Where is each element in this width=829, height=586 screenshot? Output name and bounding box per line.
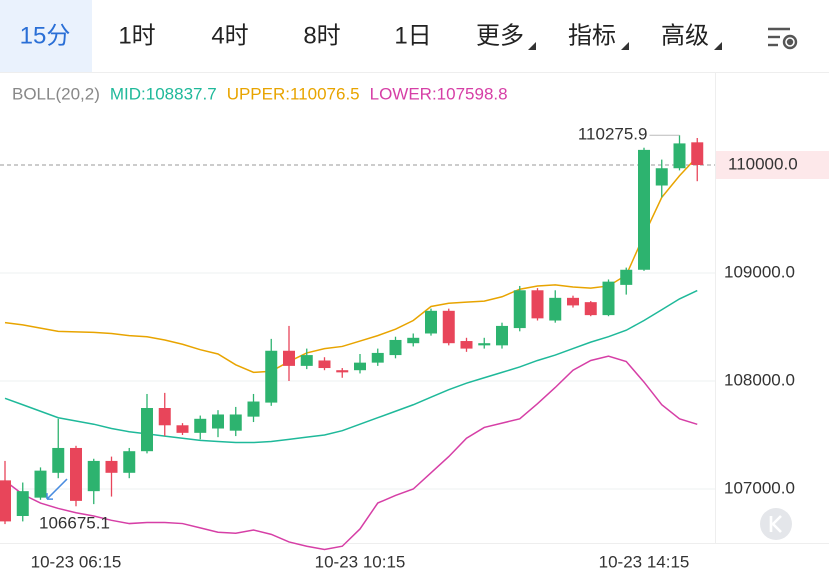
legend-entry: MID:108837.7: [110, 84, 217, 103]
candle-body: [141, 408, 153, 452]
candle-body: [602, 281, 615, 316]
tab[interactable]: 4时: [211, 22, 248, 49]
candle-body: [176, 425, 189, 433]
candle-body: [620, 269, 633, 285]
tab[interactable]: 8时: [303, 22, 340, 49]
candle-body: [638, 149, 650, 270]
candle-body: [212, 414, 224, 429]
candle-body: [158, 408, 171, 426]
candle-body: [655, 168, 668, 186]
candle-body: [52, 447, 65, 473]
candle-body: [442, 310, 455, 344]
y-tick-label: 107000.0: [724, 478, 795, 497]
current-price-label: 110000.0: [728, 154, 798, 173]
legend-entry: LOWER:107598.8: [370, 84, 508, 103]
candle-body: [70, 447, 82, 501]
candle-body: [584, 302, 597, 316]
current-price-bg: [716, 151, 829, 179]
candle-body: [371, 352, 384, 363]
tab[interactable]: 1日: [394, 22, 431, 49]
candle-body: [531, 290, 544, 319]
scroll-button[interactable]: [760, 508, 792, 540]
legend: BOLL(20,2): [12, 84, 100, 103]
candle-body: [567, 297, 579, 306]
tab[interactable]: 高级: [661, 22, 709, 49]
candle-body: [407, 337, 420, 344]
candle-body: [283, 350, 295, 366]
low-pointer: [46, 478, 68, 500]
candle-body: [247, 401, 260, 417]
candle-body: [265, 350, 278, 403]
candle-body: [105, 460, 118, 473]
x-tick-label: 10-23 06:15: [31, 552, 122, 571]
legend-entry: UPPER:110076.5: [227, 84, 360, 103]
candle-body: [0, 480, 11, 522]
tab[interactable]: 1时: [118, 22, 155, 49]
candle-body: [460, 341, 473, 349]
candle-body: [16, 491, 29, 516]
candle-body: [318, 360, 331, 369]
x-tick-label: 10-23 10:15: [315, 552, 406, 571]
candle-body: [354, 362, 366, 371]
y-tick-label: 108000.0: [724, 370, 795, 389]
settings-icon[interactable]: [768, 27, 798, 50]
candle-body: [673, 143, 686, 169]
band-line: [4, 355, 698, 551]
candle-body: [549, 297, 562, 321]
indicator-name: BOLL(20,2): [12, 84, 100, 103]
tab[interactable]: 更多: [476, 22, 524, 49]
high-annotation: 110275.9: [578, 125, 648, 144]
dropdown-arrows: [528, 42, 722, 50]
candle-body: [336, 370, 349, 373]
low-annotation: 106675.1: [39, 514, 110, 533]
candle-body: [496, 325, 508, 346]
x-tick-label: 10-23 14:15: [599, 552, 690, 571]
candle-body: [389, 339, 402, 356]
candle-body: [123, 451, 136, 473]
band-line: [4, 156, 698, 374]
tab[interactable]: 指标: [568, 22, 616, 49]
candle-body: [691, 142, 704, 165]
candle-body: [87, 460, 100, 492]
candle-body: [425, 310, 437, 334]
candle-body: [34, 470, 47, 498]
selected-tab-bg: [0, 0, 92, 72]
tab-bar: 15分 1时 4时 8时 1日 更多 指标 高级: [20, 22, 709, 49]
plot: MID:108837.7 UPPER:110076.5 LOWER:107598.8…: [0, 84, 829, 571]
candle-body: [513, 290, 526, 329]
y-tick-label: 109000.0: [724, 262, 795, 281]
band-line: [4, 289, 698, 444]
candle-body: [300, 355, 313, 366]
tab[interactable]: 15分: [20, 22, 71, 49]
candle-body: [229, 414, 242, 431]
candle-body: [478, 343, 491, 346]
candle-body: [194, 418, 207, 433]
